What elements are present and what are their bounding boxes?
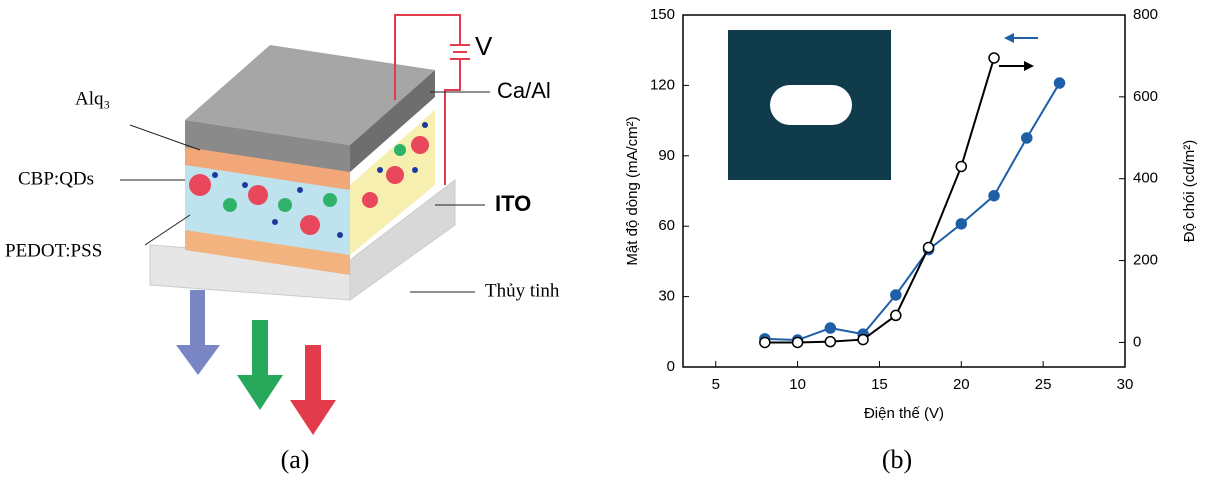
chart: Điện thế (V) Mật độ dòng (mA/cm²) Độ chó… (624, 6, 1198, 474)
y2-axis-label: Độ chói (cd/m²) (1181, 140, 1198, 243)
y2-tick-label: 200 (1133, 252, 1158, 269)
x-tick-label: 25 (1035, 376, 1052, 393)
data-point (1055, 78, 1065, 88)
data-point (891, 310, 901, 320)
y-tick-label: 90 (658, 147, 675, 164)
axis-arrow (1024, 61, 1034, 71)
data-point (825, 337, 835, 347)
data-point (793, 337, 803, 347)
x-tick-label: 5 (712, 376, 720, 393)
data-point (956, 161, 966, 171)
label: Thủy tinh (485, 280, 560, 301)
label: PEDOT:PSS (5, 240, 102, 261)
label: ITO (495, 191, 531, 216)
y2-tick-label: 800 (1133, 6, 1158, 23)
caption: (b) (882, 445, 912, 474)
label: Alq₃ (75, 88, 110, 109)
x-axis-label: Điện thế (V) (864, 405, 944, 422)
y-axis-label: Mật độ dòng (mA/cm²) (624, 116, 641, 265)
data-point (956, 219, 966, 229)
y-tick-label: 30 (658, 288, 675, 305)
y-tick-label: 150 (650, 6, 675, 23)
x-tick-label: 15 (871, 376, 888, 393)
y2-tick-label: 600 (1133, 88, 1158, 105)
data-point (989, 191, 999, 201)
data-point (891, 290, 901, 300)
x-tick-label: 20 (953, 376, 970, 393)
label: Ca/Al (497, 78, 551, 103)
leader (145, 215, 190, 245)
label: CBP:QDs (18, 168, 94, 189)
y2-tick-label: 0 (1133, 333, 1141, 350)
data-point (924, 242, 934, 252)
data-point (825, 323, 835, 333)
y2-tick-label: 400 (1133, 170, 1158, 187)
emission-arrows (176, 290, 336, 435)
label: V (475, 31, 493, 61)
caption: (a) (281, 445, 310, 474)
inset-emission (770, 85, 852, 125)
y-tick-label: 120 (650, 76, 675, 93)
data-point (1022, 133, 1032, 143)
x-tick-label: 10 (789, 376, 806, 393)
device-diagram: Alq₃ CBP:QDs PEDOT:PSS V Ca/Al ITO Thủy … (5, 15, 560, 474)
wire (445, 60, 460, 185)
figure: Alq₃ CBP:QDs PEDOT:PSS V Ca/Al ITO Thủy … (0, 0, 1207, 482)
data-point (858, 335, 868, 345)
y-tick-label: 0 (667, 358, 675, 375)
y-tick-label: 60 (658, 217, 675, 234)
axis-arrow (1004, 33, 1014, 43)
data-point (989, 53, 999, 63)
data-point (760, 337, 770, 347)
x-tick-label: 30 (1117, 376, 1134, 393)
